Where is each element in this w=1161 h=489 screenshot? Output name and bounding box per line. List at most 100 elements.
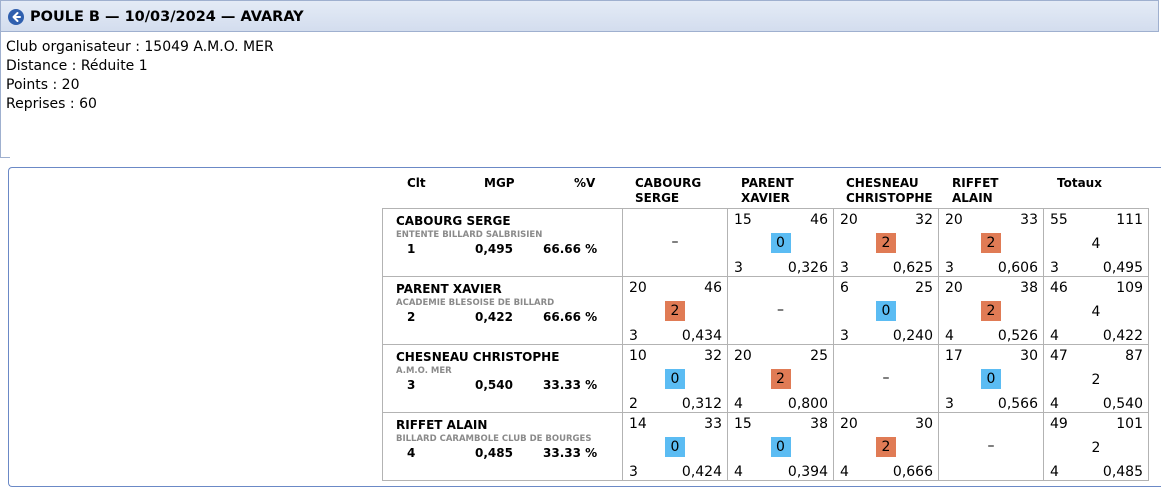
match-reprises: 4 — [734, 464, 743, 480]
match-cell: 20 38 2 4 0,526 — [938, 276, 1044, 345]
info-reprises: Reprises : 60 — [6, 96, 97, 112]
match-points: 49 — [1050, 416, 1068, 432]
page-header: POULE B — 10/03/2024 — AVARAY — [0, 0, 1159, 32]
match-reprises: 3 — [840, 260, 849, 276]
player-name: CABOURG SERGE — [396, 214, 511, 228]
match-result-badge: 0 — [876, 301, 896, 321]
match-reprises: 3 — [945, 260, 954, 276]
match-cell: 20 46 2 3 0,434 — [622, 276, 728, 345]
match-cell: 20 30 2 4 0,666 — [833, 412, 939, 481]
page-title: POULE B — 10/03/2024 — AVARAY — [30, 9, 304, 25]
match-result-badge: 0 — [770, 233, 791, 253]
match-score: 25 — [915, 280, 933, 296]
match-reprises: 3 — [629, 328, 638, 344]
match-reprises: 2 — [629, 396, 638, 412]
match-average: 0,495 — [1102, 260, 1143, 276]
match-points: 20 — [840, 416, 858, 432]
match-cell: – — [833, 344, 939, 413]
match-score: 32 — [915, 212, 933, 228]
total-result: 4 — [1091, 304, 1101, 320]
player-rank: 3 — [407, 378, 416, 392]
match-reprises: 4 — [945, 328, 954, 344]
info-organizer: Club organisateur : 15049 A.M.O. MER — [6, 39, 274, 55]
match-cell: 20 25 2 4 0,800 — [727, 344, 834, 413]
match-score: 101 — [1116, 416, 1143, 432]
player-percent-wins: 33.33 % — [543, 378, 598, 392]
match-result-badge: 2 — [876, 437, 896, 457]
match-average: 0,394 — [787, 464, 828, 480]
player-cell: RIFFET ALAIN BILLARD CARAMBOLE CLUB DE BO… — [382, 412, 623, 481]
totals-cell: 55 111 4 3 0,495 — [1043, 208, 1149, 277]
match-result-badge: 2 — [981, 233, 1001, 253]
match-score: 33 — [704, 416, 722, 432]
match-cell: – — [622, 208, 728, 277]
match-reprises: 4 — [1050, 328, 1059, 344]
match-average: 0,424 — [681, 464, 722, 480]
match-reprises: 4 — [1050, 464, 1059, 480]
back-arrow-icon[interactable] — [8, 9, 24, 25]
header-opponent-1: CABOURG SERGE — [635, 176, 702, 205]
results-panel — [8, 167, 1161, 487]
total-result: 4 — [1091, 236, 1101, 252]
match-reprises: 3 — [734, 260, 743, 276]
match-average: 0,434 — [681, 328, 722, 344]
match-points: 20 — [734, 348, 752, 364]
player-club: ACADEMIE BLESOISE DE BILLARD — [396, 298, 555, 308]
player-mgp: 0,540 — [475, 378, 513, 392]
player-rank: 4 — [407, 446, 416, 460]
player-name: CHESNEAU CHRISTOPHE — [396, 350, 560, 364]
header-opponent-2: PARENT XAVIER — [741, 176, 794, 205]
header-opponent-4: RIFFET ALAIN — [952, 176, 999, 205]
player-percent-wins: 33.33 % — [543, 446, 598, 460]
match-score: 109 — [1116, 280, 1143, 296]
match-result-badge: 0 — [981, 369, 1001, 389]
match-points: 47 — [1050, 348, 1068, 364]
match-result-badge: 2 — [665, 301, 685, 321]
match-points: 20 — [945, 212, 963, 228]
match-average: 0,566 — [997, 396, 1038, 412]
match-cell: – — [727, 276, 834, 345]
match-average: 0,625 — [892, 260, 933, 276]
match-cell: 17 30 0 3 0,566 — [938, 344, 1044, 413]
player-mgp: 0,495 — [475, 242, 513, 256]
match-average: 0,666 — [892, 464, 933, 480]
match-result-badge: 0 — [665, 369, 685, 389]
match-reprises: 3 — [1050, 260, 1059, 276]
match-cell: – — [938, 412, 1044, 481]
info-distance: Distance : Réduite 1 — [6, 58, 148, 74]
empty-match-dash: – — [882, 370, 890, 386]
player-cell: CHESNEAU CHRISTOPHE A.M.O. MER 3 0,540 33.33… — [382, 344, 623, 413]
header-clt: Clt — [407, 176, 426, 190]
match-average: 0,240 — [892, 328, 933, 344]
match-points: 46 — [1050, 280, 1068, 296]
match-score: 30 — [915, 416, 933, 432]
match-result-badge: 2 — [876, 233, 896, 253]
match-average: 0,422 — [1102, 328, 1143, 344]
player-percent-wins: 66.66 % — [543, 242, 598, 256]
match-result-badge: 0 — [770, 437, 791, 457]
empty-match-dash: – — [671, 234, 679, 250]
player-club: A.M.O. MER — [396, 366, 452, 376]
match-reprises: 3 — [629, 464, 638, 480]
player-name: PARENT XAVIER — [396, 282, 502, 296]
match-reprises: 4 — [840, 464, 849, 480]
player-rank: 1 — [407, 242, 416, 256]
match-score: 30 — [1020, 348, 1038, 364]
match-cell: 15 38 0 4 0,394 — [727, 412, 834, 481]
frame-line — [0, 32, 1, 158]
match-result-badge: 2 — [770, 369, 791, 389]
match-cell: 15 46 0 3 0,326 — [727, 208, 834, 277]
frame-line — [0, 157, 10, 158]
match-points: 17 — [945, 348, 963, 364]
match-result-badge: 2 — [981, 301, 1001, 321]
totals-cell: 49 101 2 4 0,485 — [1043, 412, 1149, 481]
player-club: BILLARD CARAMBOLE CLUB DE BOURGES — [396, 434, 592, 444]
header-percent-wins: %V — [574, 176, 596, 190]
match-average: 0,606 — [997, 260, 1038, 276]
match-points: 15 — [734, 416, 752, 432]
match-cell: 14 33 0 3 0,424 — [622, 412, 728, 481]
total-result: 2 — [1091, 372, 1101, 388]
match-score: 38 — [810, 416, 828, 432]
empty-match-dash: – — [777, 302, 784, 318]
header-opponent-3: CHESNEAU CHRISTOPHE — [846, 176, 933, 205]
